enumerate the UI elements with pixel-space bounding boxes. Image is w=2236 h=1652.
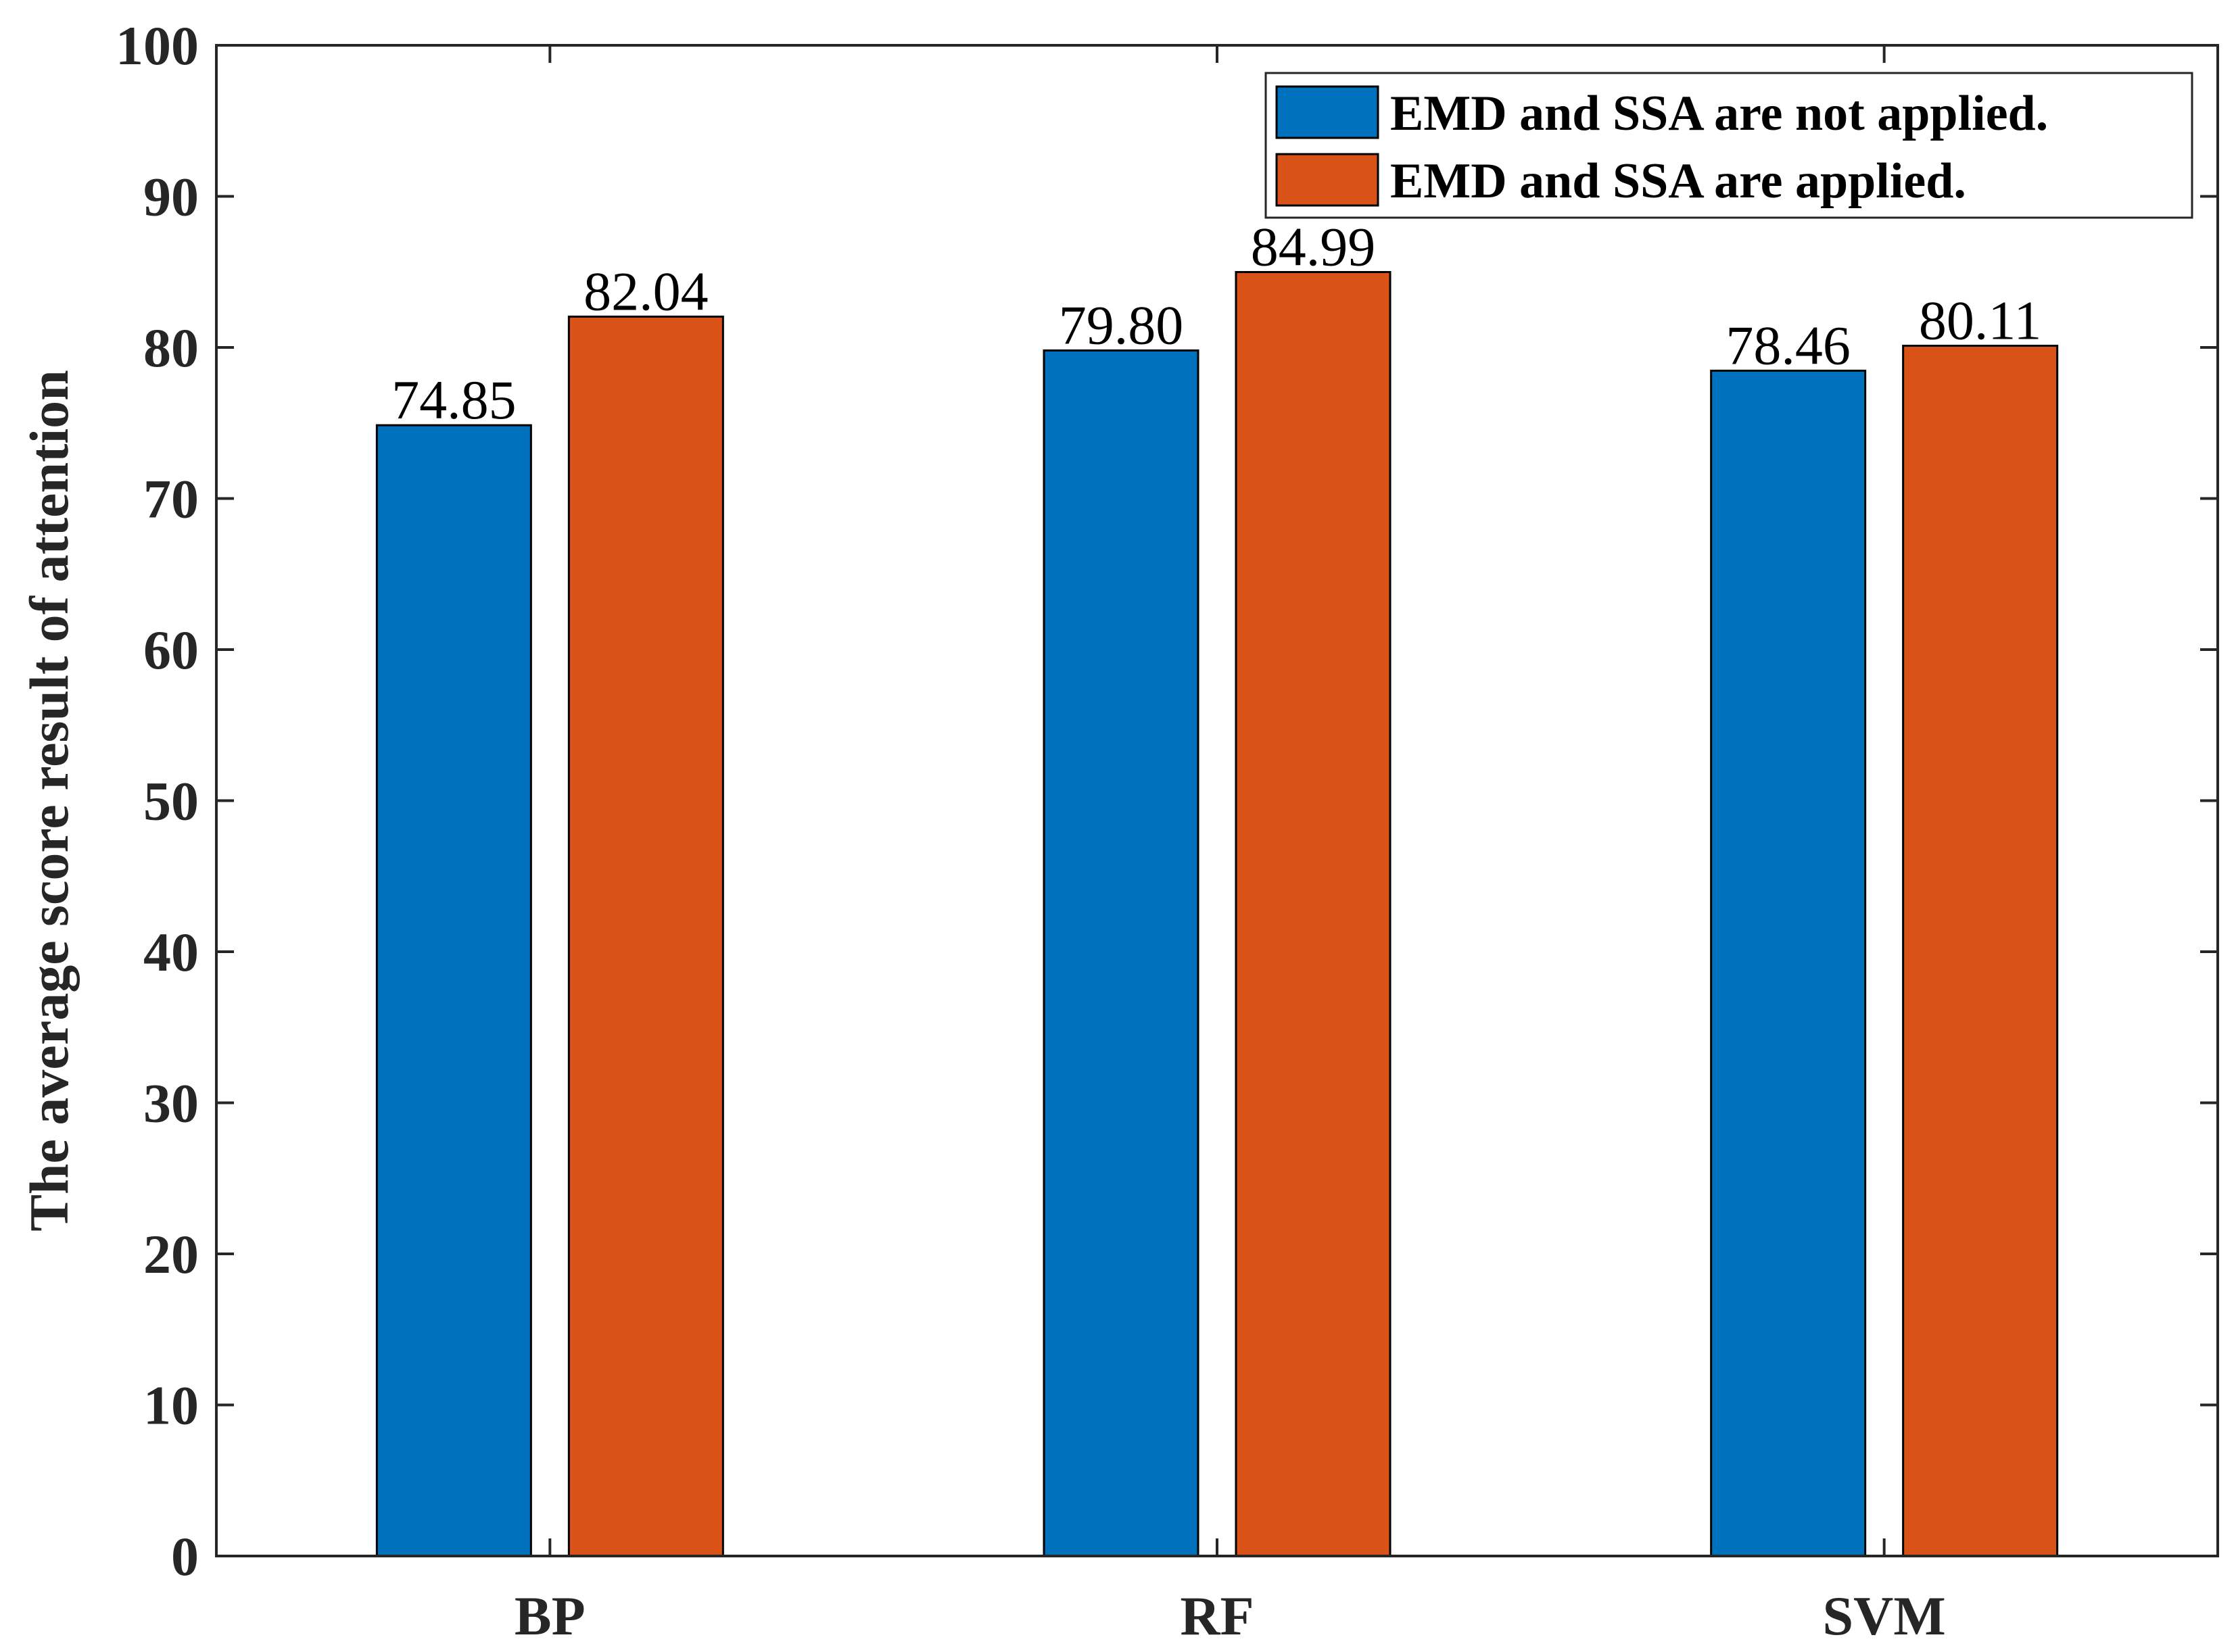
y-tick-label: 90 <box>143 166 199 228</box>
y-tick-label: 30 <box>143 1073 199 1134</box>
x-tick-labels: BP RF SVM <box>515 1585 1946 1647</box>
data-label: 80.11 <box>1919 290 2041 351</box>
bar <box>1710 369 1867 1557</box>
legend: EMD and SSA are not applied. EMD and SSA … <box>1264 72 2193 219</box>
bar <box>1043 349 1199 1557</box>
x-tick-label: RF <box>1180 1585 1254 1647</box>
y-axis-title: The average score result of attention <box>18 370 80 1232</box>
legend-swatch <box>1275 85 1379 139</box>
y-tick-label: 10 <box>143 1375 199 1436</box>
bar <box>567 315 724 1557</box>
y-tick-label: 100 <box>116 15 199 76</box>
y-tick-label: 50 <box>143 771 199 832</box>
legend-box <box>1264 72 2193 219</box>
y-tick-label: 70 <box>143 468 199 530</box>
y-tick-label: 40 <box>143 921 199 983</box>
legend-entry-label: EMD and SSA are applied. <box>1390 153 1966 209</box>
bar <box>1235 270 1391 1557</box>
data-labels: 74.85 82.04 79.80 84.99 78.46 80.11 <box>391 216 2041 431</box>
data-label: 84.99 <box>1251 216 1376 277</box>
y-tick-labels: 0 10 20 30 40 50 60 70 80 90 100 <box>116 15 199 1587</box>
data-label: 74.85 <box>391 369 517 431</box>
bar <box>1902 345 2059 1557</box>
bars-layer <box>375 270 2059 1557</box>
y-tick-label: 60 <box>143 619 199 681</box>
x-tick-label: BP <box>515 1585 586 1647</box>
bar <box>375 424 532 1557</box>
legend-entry-label: EMD and SSA are not applied. <box>1390 86 2048 141</box>
data-label: 82.04 <box>584 260 709 322</box>
plot-area-border <box>215 44 2219 1557</box>
legend-swatch <box>1275 153 1379 207</box>
data-label: 79.80 <box>1059 294 1184 356</box>
y-tick-label: 80 <box>143 317 199 379</box>
y-tick-label: 0 <box>171 1526 199 1587</box>
data-label: 78.46 <box>1726 314 1851 376</box>
y-tick-label: 20 <box>143 1223 199 1285</box>
x-tick-label: SVM <box>1823 1585 1946 1647</box>
